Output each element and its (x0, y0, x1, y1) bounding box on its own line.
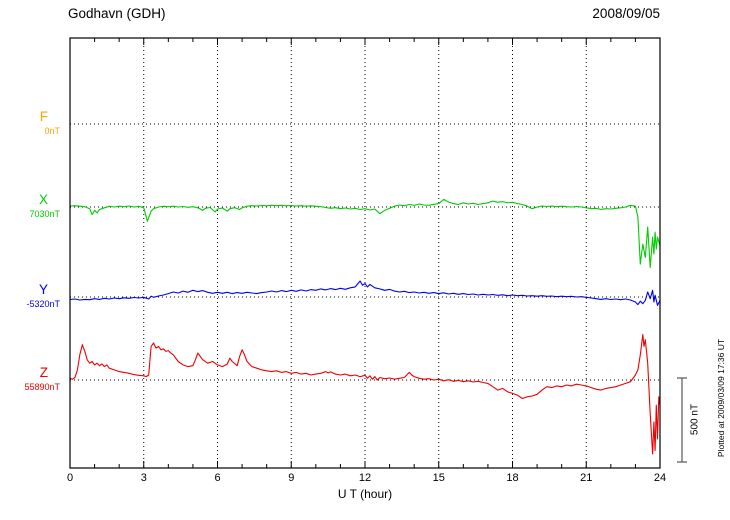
x-tick-label: 21 (580, 472, 593, 484)
x-tick-label: 9 (288, 472, 295, 484)
channel-baseline-Y: -5320nT (26, 299, 60, 309)
channel-baseline-Z: 55890nT (24, 382, 60, 392)
trace-Y (69, 280, 661, 306)
x-tick-label: 24 (653, 472, 667, 484)
x-tick-label: 6 (214, 472, 221, 484)
x-axis-title: U T (hour) (337, 487, 393, 501)
x-tick-label: 0 (66, 472, 74, 484)
plotted-at-note: Plotted at 2009/03/09 17:36 UT (716, 338, 726, 458)
trace-Z (69, 334, 661, 455)
trace-X (69, 198, 661, 269)
station-title: Godhavn (GDH) (68, 6, 166, 21)
x-tick-label: 15 (432, 472, 445, 484)
channel-baseline-F: 0nT (44, 126, 60, 136)
channel-letter-F: F (39, 109, 48, 124)
scale-bar-label: 500 nT (689, 403, 701, 436)
x-tick-label: 3 (140, 472, 147, 484)
date-label: 2008/09/05 (592, 6, 660, 21)
channel-letter-Z: Z (39, 365, 48, 380)
x-tick-label: 18 (506, 472, 519, 484)
channel-letter-Y: Y (38, 282, 48, 297)
channel-baseline-X: 7030nT (29, 209, 60, 219)
x-tick-label: 12 (358, 472, 372, 484)
channel-letter-X: X (38, 192, 48, 207)
